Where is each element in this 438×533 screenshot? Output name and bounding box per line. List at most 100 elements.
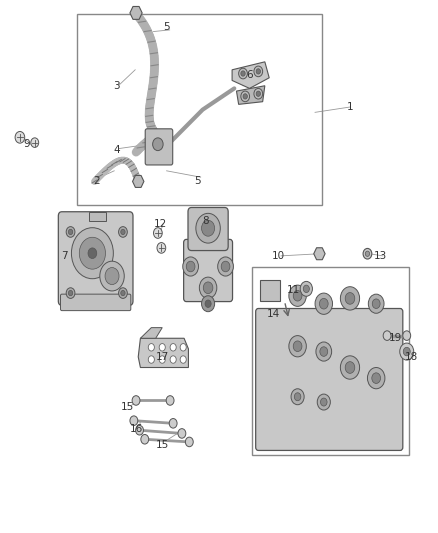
Circle shape [196, 213, 220, 243]
Circle shape [345, 293, 355, 304]
Polygon shape [237, 86, 265, 104]
Circle shape [372, 373, 381, 383]
Text: 3: 3 [113, 81, 120, 91]
Circle shape [169, 418, 177, 428]
Circle shape [180, 356, 186, 364]
Circle shape [340, 356, 360, 379]
Circle shape [367, 368, 385, 389]
Circle shape [159, 344, 165, 351]
Text: 10: 10 [272, 251, 285, 261]
Circle shape [403, 331, 411, 341]
Circle shape [66, 227, 75, 237]
Circle shape [319, 298, 328, 309]
Polygon shape [138, 338, 188, 368]
Text: 19: 19 [389, 333, 403, 343]
Circle shape [71, 228, 113, 279]
Circle shape [178, 429, 186, 438]
Circle shape [383, 331, 391, 341]
Circle shape [293, 290, 302, 301]
Circle shape [303, 285, 309, 293]
Bar [89, 212, 106, 221]
Circle shape [130, 416, 138, 425]
Circle shape [136, 425, 144, 435]
Circle shape [88, 248, 97, 259]
Circle shape [205, 300, 211, 308]
Circle shape [289, 336, 306, 357]
Circle shape [183, 257, 198, 276]
Circle shape [199, 277, 217, 298]
Polygon shape [232, 62, 269, 88]
Circle shape [293, 341, 302, 352]
Circle shape [132, 395, 140, 405]
Polygon shape [133, 175, 144, 188]
Circle shape [340, 287, 360, 310]
Text: 2: 2 [93, 176, 100, 187]
Circle shape [141, 434, 149, 444]
Text: 13: 13 [374, 251, 387, 261]
Circle shape [152, 138, 163, 151]
FancyBboxPatch shape [58, 212, 133, 305]
FancyBboxPatch shape [184, 239, 233, 302]
Text: 5: 5 [194, 176, 201, 187]
FancyBboxPatch shape [145, 129, 173, 165]
Circle shape [68, 290, 73, 296]
Circle shape [185, 437, 193, 447]
Circle shape [365, 251, 370, 256]
Circle shape [218, 257, 233, 276]
Circle shape [294, 393, 301, 401]
Text: 17: 17 [155, 352, 169, 362]
Circle shape [317, 394, 330, 410]
Circle shape [400, 343, 414, 360]
Circle shape [105, 268, 119, 285]
Text: 14: 14 [267, 309, 280, 319]
Circle shape [31, 138, 39, 148]
Polygon shape [314, 248, 325, 260]
Circle shape [180, 344, 186, 351]
FancyBboxPatch shape [60, 294, 131, 311]
Circle shape [345, 362, 355, 373]
Circle shape [157, 243, 166, 253]
Circle shape [243, 94, 247, 99]
Polygon shape [261, 280, 280, 301]
Polygon shape [130, 6, 142, 19]
Circle shape [166, 395, 174, 405]
Circle shape [201, 220, 215, 236]
Circle shape [79, 237, 106, 269]
Text: 16: 16 [129, 424, 143, 434]
Text: 11: 11 [286, 286, 300, 295]
Circle shape [256, 91, 261, 96]
Text: 18: 18 [404, 352, 418, 362]
Circle shape [363, 248, 372, 259]
Bar [77, 14, 321, 205]
Text: 15: 15 [155, 440, 169, 450]
Text: 7: 7 [61, 251, 67, 261]
Circle shape [254, 88, 263, 99]
Circle shape [159, 356, 165, 364]
Text: 5: 5 [163, 22, 170, 33]
Circle shape [119, 227, 127, 237]
Circle shape [300, 281, 312, 296]
Circle shape [320, 347, 328, 357]
Circle shape [239, 68, 247, 79]
Text: 12: 12 [153, 219, 167, 229]
Circle shape [291, 389, 304, 405]
Text: 9: 9 [24, 139, 30, 149]
Circle shape [241, 91, 250, 102]
Circle shape [186, 261, 195, 272]
Circle shape [170, 356, 176, 364]
Text: 8: 8 [203, 216, 209, 227]
Circle shape [100, 261, 124, 291]
Text: 4: 4 [113, 144, 120, 155]
Circle shape [289, 285, 306, 306]
FancyBboxPatch shape [188, 207, 228, 251]
Circle shape [254, 66, 263, 77]
Circle shape [368, 294, 384, 313]
Circle shape [15, 132, 25, 143]
Circle shape [321, 398, 327, 406]
Circle shape [203, 282, 213, 294]
Circle shape [66, 288, 75, 298]
Circle shape [84, 243, 101, 264]
Text: 1: 1 [346, 102, 353, 112]
Circle shape [119, 288, 127, 298]
Circle shape [148, 356, 154, 364]
